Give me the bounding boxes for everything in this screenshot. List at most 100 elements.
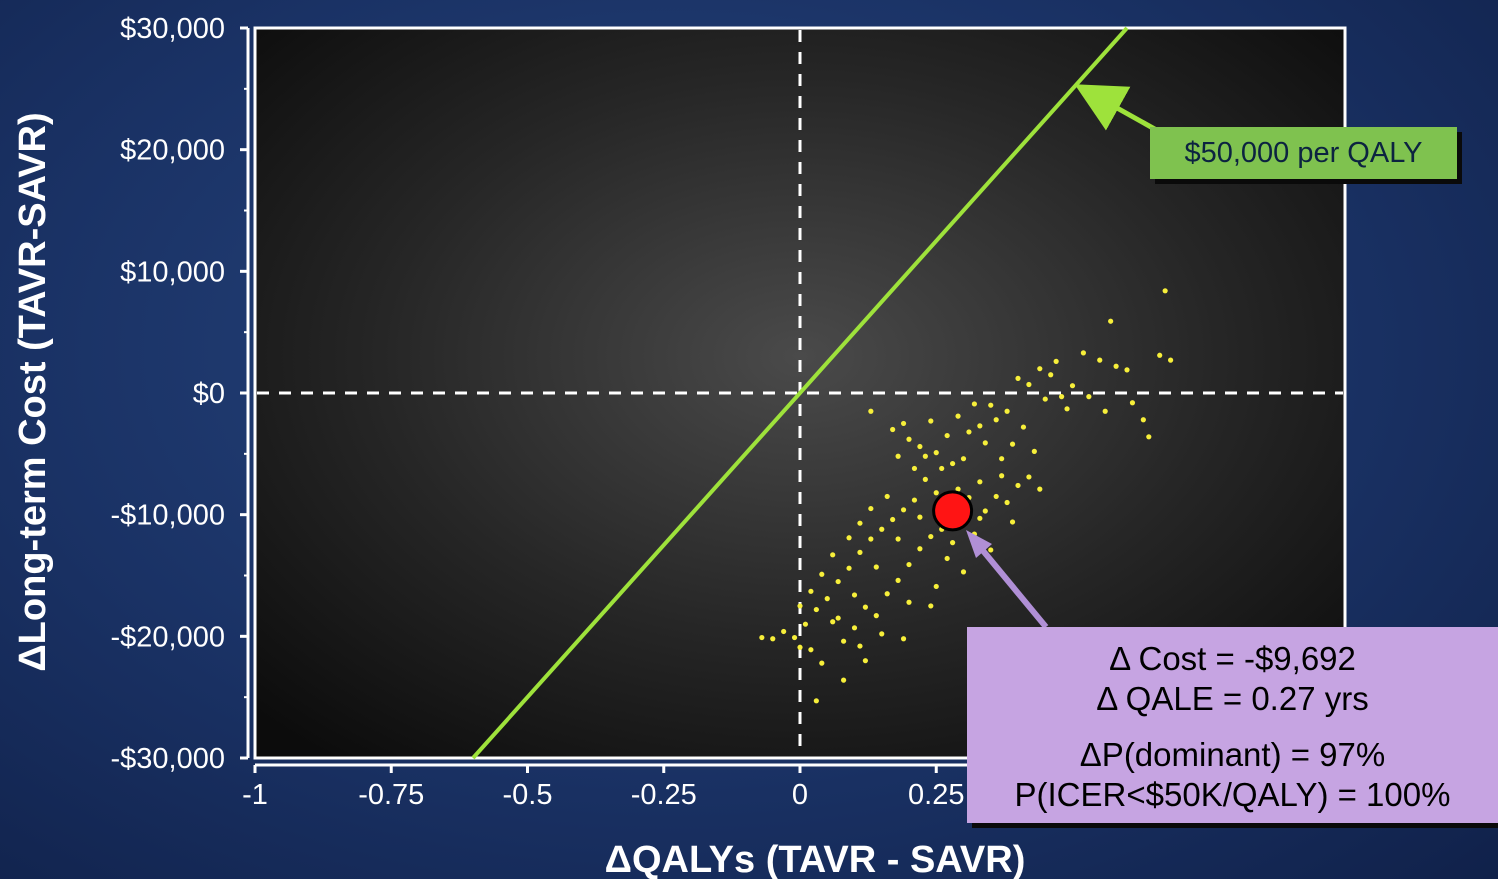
scatter-point (862, 658, 869, 664)
scatter-point (851, 592, 858, 598)
scatter-point (846, 565, 852, 571)
scatter-point (1053, 358, 1059, 364)
x-tick-label: 0.25 (908, 779, 964, 811)
scatter-point (977, 515, 983, 521)
scatter-point (950, 540, 956, 546)
scatter-point (933, 583, 939, 590)
y-tick-label: $30,000 (120, 13, 225, 45)
scatter-point (868, 505, 874, 512)
scatter-point (1124, 367, 1130, 373)
scatter-point (1048, 372, 1054, 378)
scatter-point (808, 647, 814, 653)
y-tick-label: $0 (193, 378, 225, 410)
scatter-point (917, 514, 923, 520)
scatter-point (1113, 363, 1119, 369)
delta-qale-text: Δ QALE = 0.27 yrs (1096, 680, 1369, 717)
scatter-point (971, 401, 978, 407)
y-tick-label: $20,000 (120, 135, 225, 167)
x-tick-label: -0.25 (631, 779, 697, 811)
scatter-point (960, 569, 967, 575)
scatter-point (1097, 357, 1103, 363)
scatter-point (1004, 499, 1010, 506)
y-axis: $30,000 $20,000 $10,000 $0 -$10,000 -$20,000 -… (111, 13, 250, 775)
scatter-point (824, 596, 830, 602)
scatter-point (900, 420, 907, 427)
scatter-point (797, 644, 803, 650)
scatter-point (1009, 441, 1016, 447)
wtp-annotation-box: $50,000 per QALY (1150, 127, 1457, 179)
stats-annotation-box: Δ Cost = -$9,692 Δ QALE = 0.27 yrs ΔP(do… (967, 627, 1498, 823)
scatter-point (988, 402, 994, 408)
delta-cost-text: Δ Cost = -$9,692 (1109, 640, 1356, 677)
scatter-point (851, 625, 858, 631)
scatter-point (873, 613, 879, 619)
scatter-point (917, 546, 923, 552)
scatter-point (1059, 394, 1065, 400)
scatter-point (933, 450, 939, 456)
scatter-point (999, 473, 1005, 479)
scatter-point (911, 465, 918, 472)
scatter-point (1015, 482, 1021, 489)
scatter-point (1026, 381, 1032, 388)
scatter-point (808, 588, 814, 594)
y-axis-title: ΔLong-term Cost (TAVR-SAVR) (12, 112, 54, 671)
scatter-point (900, 507, 907, 513)
scatter-point (1102, 408, 1108, 414)
scatter-point (950, 460, 956, 467)
scatter-point (1031, 448, 1037, 454)
scatter-point (982, 440, 988, 446)
scatter-point (868, 408, 874, 414)
scatter-point (857, 643, 863, 649)
wtp-threshold-line (471, 26, 1129, 760)
scatter-point (1064, 406, 1070, 412)
y-tick-label: $10,000 (120, 256, 225, 288)
scatter-point (890, 426, 896, 433)
scatter-point (1086, 394, 1092, 400)
scatter-point (835, 578, 841, 585)
scatter-point (802, 621, 809, 627)
scatter-point (1157, 352, 1163, 358)
scatter-point (999, 456, 1005, 462)
scatter-point (977, 479, 983, 485)
scatter-point (944, 555, 950, 562)
scatter-point (993, 417, 999, 423)
x-tick-label: -0.5 (503, 779, 553, 811)
x-tick-label: -1 (242, 779, 268, 811)
scatter-point (879, 526, 885, 532)
scatter-point (906, 561, 912, 568)
scatter-point (993, 493, 999, 500)
scatter-point (857, 520, 863, 526)
y-tick-label: -$20,000 (111, 621, 226, 653)
scatter-point (900, 636, 907, 642)
wtp-label-arrow (1074, 84, 1162, 135)
scatter-point (846, 535, 852, 541)
scatter-point (862, 604, 869, 610)
scatter-point (895, 536, 901, 542)
x-tick-label: -0.75 (358, 779, 424, 811)
x-tick-label: 0 (792, 779, 808, 811)
scatter-point (857, 549, 863, 555)
stats-arrow-head (966, 530, 992, 558)
scatter-point (988, 547, 994, 553)
scatter-point (759, 634, 765, 641)
scatter-point (1129, 400, 1136, 406)
scatter-point (781, 628, 787, 635)
scatter-point (966, 429, 972, 435)
scatter-point (890, 516, 896, 523)
scatter-point (928, 418, 934, 424)
scatter-point (813, 698, 819, 704)
scatter-point (933, 490, 939, 496)
scatter-point (873, 564, 879, 570)
y-tick-label: -$30,000 (111, 743, 226, 775)
scatter-point (906, 599, 912, 605)
scatter-point (1080, 350, 1086, 356)
scatter-point (895, 577, 901, 583)
scatter-point (922, 476, 928, 482)
scatter-point (879, 631, 885, 637)
scatter-point (1042, 396, 1048, 402)
scatter-point (791, 634, 798, 641)
x-axis-title: ΔQALYs (TAVR - SAVR) (605, 839, 1026, 879)
scatter-point (1162, 288, 1168, 294)
scatter-point (928, 533, 934, 540)
scatter-point (1015, 375, 1021, 381)
